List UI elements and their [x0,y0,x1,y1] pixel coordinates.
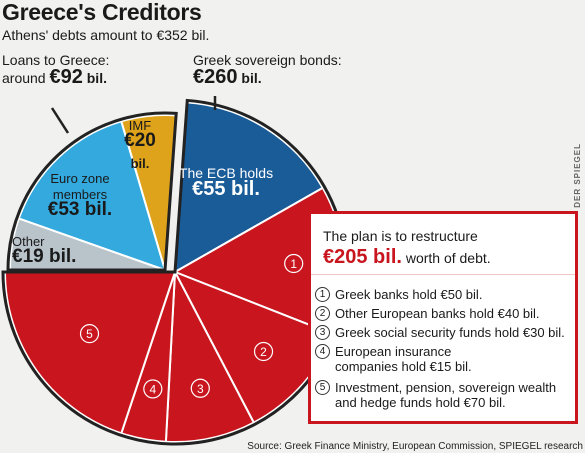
loans-leader-line [50,107,70,134]
bonds-unit: bil. [237,70,262,86]
plan-item-text: European insurance companies hold €15 bi… [335,344,472,374]
plan-suffix: worth of debt. [401,250,491,266]
slice-number: 3 [197,382,204,396]
pie-slice-5 [3,271,177,435]
plan-divider [311,274,575,275]
slice-number-circle [253,341,274,362]
chart-title: Greece's Creditors [2,0,202,25]
slice-number: 1 [290,257,297,271]
group-outline [1,98,349,446]
restructure-infobox: The plan is to restructure €205 bil. wor… [308,211,578,424]
loans-label: Loans to Greece: around €92 bil. [2,52,109,87]
plan-amount-line: €205 bil. worth of debt. [323,246,491,269]
plan-item-3: 3 Greek social security funds hold €30 bi… [315,325,577,340]
slice-label: €20 [124,130,156,151]
slice-label: €55 bil. [192,178,260,200]
bonds-label: Greek sovereign bonds: €260 bil. [193,52,342,87]
slice-label: The ECB holds [179,165,273,181]
loans-label-prefix: around [2,70,50,86]
slice-number: 4 [149,382,156,396]
slice-number-circle [190,378,210,398]
pie-slice-euro-zone-members [17,120,167,272]
loans-amount: €92 [49,66,83,88]
slice-label: Other [12,234,45,249]
source-note: Source: Greek Finance Ministry, European… [247,441,583,452]
bonds-amount: €260 [193,66,238,88]
slice-label: IMF [129,118,151,133]
publisher-side-label: DER SPIEGEL [573,143,582,208]
bonds-label-line1: Greek sovereign bonds: [193,52,342,68]
slice-number: 2 [260,345,267,359]
plan-item-number: 4 [315,344,330,359]
plan-item-text: Greek social security funds hold €30 bil… [335,325,565,340]
slice-label: €19 bil. [12,246,76,267]
slice-label: members [53,187,108,202]
slice-number-circle [284,253,304,274]
plan-item-text: Greek banks hold €50 bil. [335,287,483,302]
plan-item-2: 2 Other European banks hold €40 bil. [315,306,577,321]
chart-subtitle: Athens' debts amount to €352 bil. [2,27,210,43]
plan-amount: €205 bil. [323,246,402,268]
plan-item-number: 3 [315,325,330,340]
pie-slice-the-ecb-holds [173,101,325,274]
slice-label: Euro zone [50,171,109,186]
group-outline [6,111,178,272]
plan-item-text: Investment, pension, sovereign wealth an… [335,380,557,410]
plan-item-number: 5 [315,380,330,395]
plan-item-1: 1 Greek banks hold €50 bil. [315,287,577,302]
plan-item-number: 1 [315,287,330,302]
plan-item-number: 2 [315,306,330,321]
plan-item-5: 5 Investment, pension, sovereign wealth a… [315,380,560,410]
plan-item-4: 4 European insurance companies hold €15 b… [315,344,515,374]
plan-item-text: Other European banks hold €40 bil. [335,306,540,321]
slice-number-circle [143,379,163,399]
slice-label: €53 bil. [48,199,112,220]
plan-intro: The plan is to restructure [323,228,478,244]
pie-slice-3 [164,268,256,443]
slice-label: bil. [131,156,150,171]
slice-number-circle [79,324,100,344]
loans-unit: bil. [82,70,107,86]
loans-label-line1: Loans to Greece: [2,52,110,68]
slice-number: 5 [86,327,93,341]
